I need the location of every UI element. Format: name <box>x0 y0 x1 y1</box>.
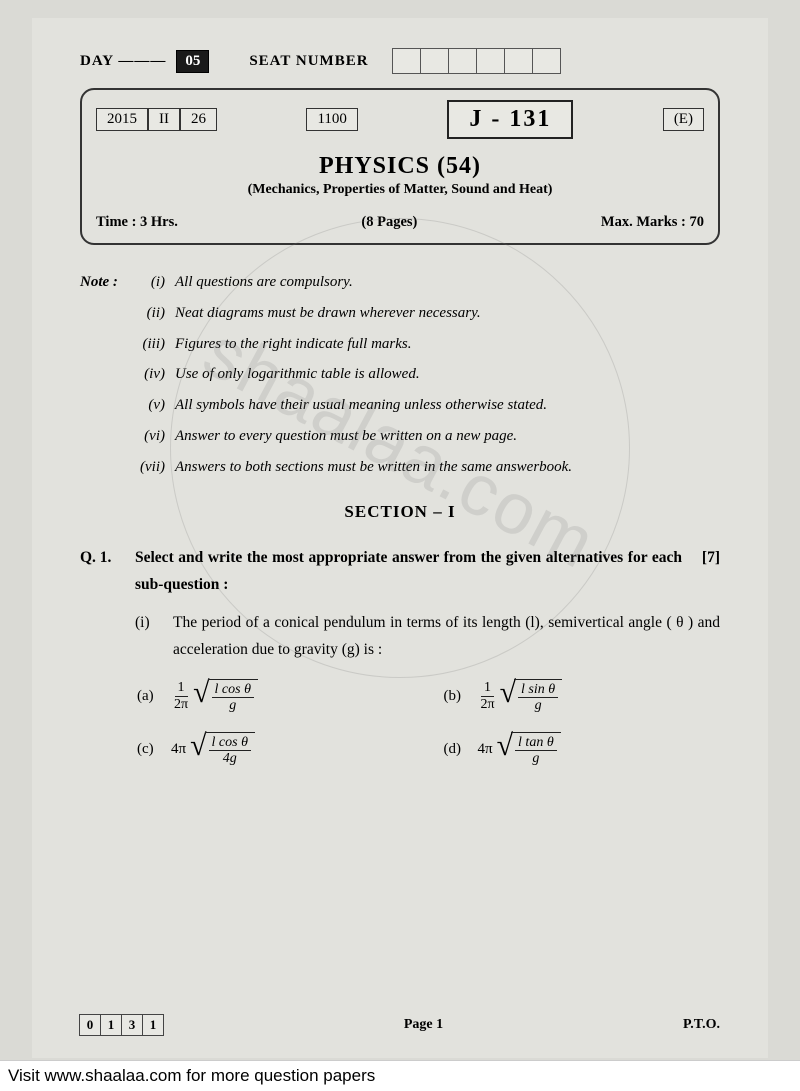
seat-number-boxes <box>393 48 561 74</box>
date-box: 26 <box>180 108 217 131</box>
note-num: (vi) <box>135 421 175 452</box>
frac-den: 2π <box>171 697 191 712</box>
note-text: Neat diagrams must be drawn wherever nec… <box>175 298 720 329</box>
day-value-box: 05 <box>176 50 209 73</box>
top-bar: DAY ——— 05 SEAT NUMBER <box>80 48 720 74</box>
subject-subtitle: (Mechanics, Properties of Matter, Sound … <box>96 182 704 198</box>
code-digit: 0 <box>79 1014 101 1036</box>
code-digit: 3 <box>121 1014 143 1036</box>
code-digit: 1 <box>100 1014 122 1036</box>
note-text: Use of only logarithmic table is allowed… <box>175 359 720 390</box>
inner-fraction: l cos θ g <box>212 682 254 714</box>
code-1100-box: 1100 <box>306 108 357 131</box>
coef-fraction: 1 2π <box>171 680 191 712</box>
sqrt-expr: √ l cos θ g <box>193 679 258 714</box>
option-label: (a) <box>137 683 171 709</box>
note-text: All symbols have their usual meaning unl… <box>175 390 720 421</box>
header-meta-row: Time : 3 Hrs. (8 Pages) Max. Marks : 70 <box>96 214 704 231</box>
day-label: DAY ——— <box>80 53 166 70</box>
frac-den: g <box>226 698 239 713</box>
seat-number-label: SEAT NUMBER <box>249 53 368 70</box>
subject-title: PHYSICS (54) <box>96 153 704 180</box>
sqrt-expr: √ l tan θ g <box>497 732 561 767</box>
seat-cell <box>504 48 533 74</box>
option-label: (b) <box>444 683 478 709</box>
frac-num: l tan θ <box>515 735 557 751</box>
year-box: 2015 <box>96 108 148 131</box>
header-row-codes: 2015 II 26 1100 J - 131 (E) <box>96 100 704 139</box>
note-num: (iv) <box>135 359 175 390</box>
inner-fraction: l tan θ g <box>515 735 557 767</box>
note-text: Figures to the right indicate full marks… <box>175 329 720 360</box>
footer-row: 0 1 3 1 Page 1 P.T.O. <box>80 1014 720 1036</box>
question-1: Q. 1. Select and write the most appropri… <box>80 544 720 766</box>
header-frame: 2015 II 26 1100 J - 131 (E) PHYSICS (54)… <box>80 88 720 245</box>
code-digit: 1 <box>142 1014 164 1036</box>
frac-num: 1 <box>175 680 188 696</box>
note-text: Answers to both sections must be written… <box>175 452 720 483</box>
notes-block: Note : (i) All questions are compulsory.… <box>80 267 720 482</box>
seat-cell <box>420 48 449 74</box>
note-num: (iii) <box>135 329 175 360</box>
max-marks-label: Max. Marks : 70 <box>601 214 704 231</box>
options-grid: (a) 1 2π √ l cos θ g <box>135 679 720 767</box>
option-label: (d) <box>444 736 478 762</box>
frac-den: 2π <box>478 697 498 712</box>
inner-fraction: l sin θ g <box>518 682 558 714</box>
question-text: Select and write the most appropriate an… <box>135 544 682 598</box>
footer-code-boxes: 0 1 3 1 <box>80 1014 164 1036</box>
page-number: Page 1 <box>404 1017 443 1033</box>
frac-den: 4g <box>220 751 240 766</box>
question-marks: [7] <box>682 544 720 598</box>
option-c: (c) 4π √ l cos θ 4g <box>137 732 414 767</box>
frac-num: l sin θ <box>518 682 558 698</box>
pages-label: (8 Pages) <box>361 214 417 231</box>
seat-cell <box>532 48 561 74</box>
option-label: (c) <box>137 736 171 762</box>
sub-question-i: (i) The period of a conical pendulum in … <box>80 609 720 767</box>
seat-cell <box>392 48 421 74</box>
note-text: Answer to every question must be written… <box>175 421 720 452</box>
note-num: (ii) <box>135 298 175 329</box>
option-b: (b) 1 2π √ l sin θ g <box>444 679 721 714</box>
coef: 4π <box>478 736 493 762</box>
section-heading: SECTION – I <box>80 502 720 522</box>
question-label: Q. 1. <box>80 544 135 598</box>
note-text: All questions are compulsory. <box>175 267 720 298</box>
date-box-group: 2015 II 26 <box>96 108 217 131</box>
note-num: (v) <box>135 390 175 421</box>
frac-den: g <box>532 698 545 713</box>
frac-den: g <box>529 751 542 766</box>
note-lead: Note : <box>80 267 135 298</box>
seat-cell <box>448 48 477 74</box>
option-a: (a) 1 2π √ l cos θ g <box>137 679 414 714</box>
sub-question-text: The period of a conical pendulum in term… <box>173 609 720 663</box>
language-box: (E) <box>663 108 704 131</box>
month-box: II <box>148 108 180 131</box>
time-label: Time : 3 Hrs. <box>96 214 178 231</box>
coef-fraction: 1 2π <box>478 680 498 712</box>
paper-code-box: J - 131 <box>447 100 573 139</box>
frac-num: 1 <box>481 680 494 696</box>
sqrt-expr: √ l cos θ 4g <box>190 732 255 767</box>
sub-question-num: (i) <box>135 609 173 663</box>
sqrt-expr: √ l sin θ g <box>500 679 563 714</box>
visit-bar: Visit www.shaalaa.com for more question … <box>0 1060 800 1091</box>
seat-cell <box>476 48 505 74</box>
inner-fraction: l cos θ 4g <box>209 735 251 767</box>
coef: 4π <box>171 736 186 762</box>
frac-num: l cos θ <box>212 682 254 698</box>
frac-num: l cos θ <box>209 735 251 751</box>
note-num: (vii) <box>135 452 175 483</box>
note-num: (i) <box>135 267 175 298</box>
option-d: (d) 4π √ l tan θ g <box>444 732 721 767</box>
pto-label: P.T.O. <box>683 1017 720 1033</box>
